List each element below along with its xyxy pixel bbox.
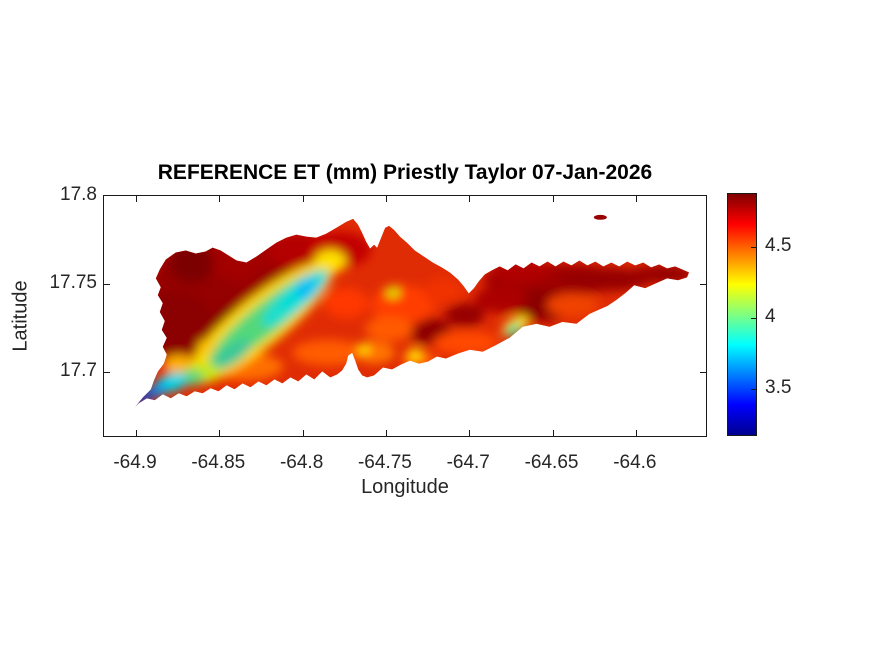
x-tick-label: -64.65 — [524, 452, 579, 473]
x-tick-mark — [385, 430, 387, 436]
x-tick-label: -64.7 — [446, 452, 490, 473]
island-region — [134, 218, 690, 408]
chart-title: REFERENCE ET (mm) Priestly Taylor 07-Jan… — [157, 161, 653, 184]
y-tick-label: 17.7 — [60, 360, 97, 381]
x-axis-label: Longitude — [361, 476, 449, 498]
x-tick-label: -64.85 — [191, 452, 246, 473]
x-tick-mark-top — [635, 196, 637, 202]
x-tick-label: -64.8 — [279, 452, 324, 473]
x-tick-mark — [469, 430, 471, 436]
colorbar — [727, 193, 757, 436]
axes — [103, 195, 707, 437]
x-tick-mark-top — [552, 196, 554, 202]
x-tick-mark-top — [135, 196, 137, 202]
x-tick-mark-top — [469, 196, 471, 202]
colorbar-tick-mark — [751, 246, 756, 248]
x-tick-mark-top — [219, 196, 221, 202]
x-tick-mark — [302, 430, 304, 436]
x-tick-label: -64.75 — [357, 452, 412, 473]
y-tick-mark-right — [700, 372, 706, 373]
x-tick-mark — [135, 430, 137, 436]
colorbar-tick-mark — [751, 317, 756, 319]
y-tick-label: 17.75 — [49, 272, 97, 293]
y-tick-mark — [104, 372, 110, 373]
x-tick-mark — [552, 430, 554, 436]
colorbar-tick-label: 4 — [765, 305, 776, 327]
offshore-islet — [593, 214, 607, 220]
y-tick-mark — [104, 284, 110, 285]
x-tick-label: -64.9 — [113, 452, 157, 473]
x-tick-mark — [219, 430, 221, 436]
island-heatmap — [134, 214, 690, 408]
y-tick-mark-right — [700, 284, 706, 285]
colorbar-tick-label: 3.5 — [765, 376, 792, 398]
x-tick-label: -64.6 — [613, 452, 657, 473]
x-tick-mark-top — [302, 196, 304, 202]
colorbar-tick-mark — [751, 388, 756, 390]
x-tick-mark-top — [385, 196, 387, 202]
x-tick-mark — [635, 430, 637, 436]
y-tick-label: 17.8 — [60, 184, 97, 205]
colorbar-tick-label: 4.5 — [765, 234, 792, 256]
